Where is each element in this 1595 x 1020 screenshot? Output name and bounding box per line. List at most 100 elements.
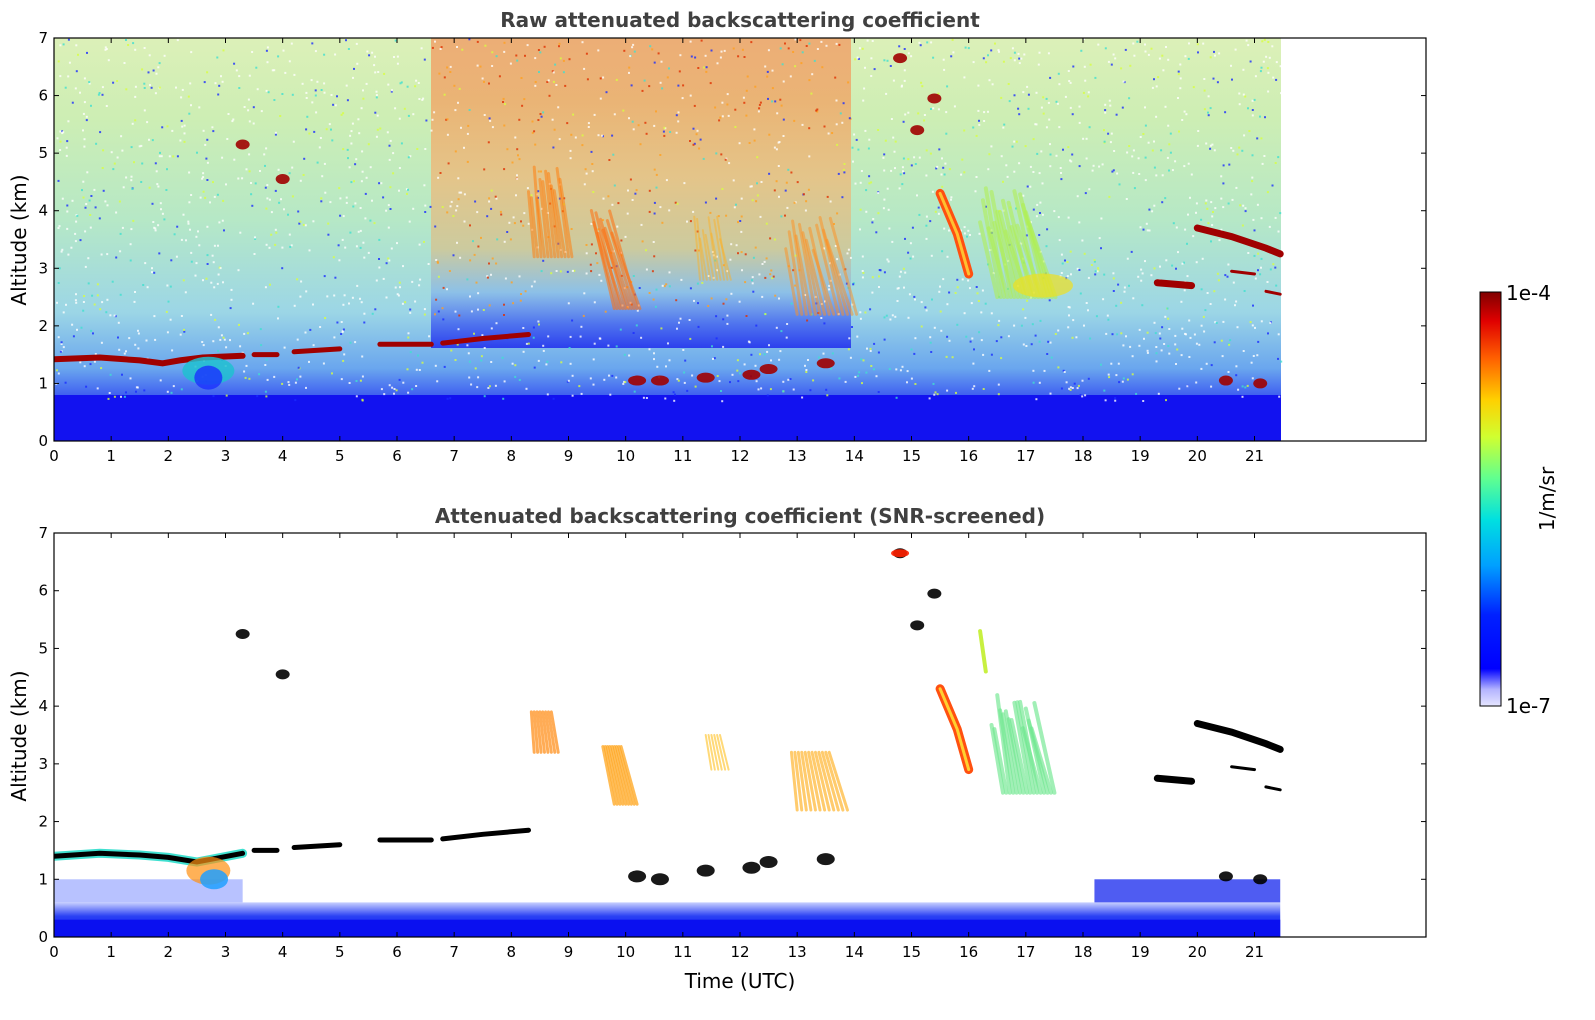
virga-streak: [710, 734, 720, 771]
virga-streak: [828, 216, 859, 316]
cloud-patch: [927, 93, 942, 104]
heatmap-image: [54, 38, 1284, 441]
virga-streak: [544, 169, 557, 259]
virga-streak: [804, 238, 827, 316]
cirrus-streak: [1000, 712, 1019, 795]
x-tick-label: 4: [278, 943, 288, 961]
cloud-base-fill: [194, 365, 223, 390]
virga-streak: [820, 750, 840, 812]
x-tick-label: 19: [1131, 943, 1150, 961]
low-cloud-band: [291, 346, 343, 355]
x-tick-label: 21: [1245, 447, 1264, 465]
cloud-patch: [910, 125, 925, 136]
x-tick-label: 6: [392, 447, 402, 465]
x-tick-label: 20: [1188, 447, 1207, 465]
x-tick-label: 18: [1073, 447, 1092, 465]
low-cloud-patch: [816, 853, 835, 866]
y-tick-label: 5: [38, 639, 48, 657]
colorbar-min-label: 1e-7: [1506, 694, 1551, 718]
cirrus-streak: [989, 722, 1005, 795]
x-tick-label: 17: [1016, 447, 1035, 465]
virga-streak: [546, 710, 557, 754]
virga-streak: [541, 180, 553, 259]
cirrus-streak: [980, 198, 1003, 300]
x-tick-label: 5: [335, 943, 345, 961]
virga-streak: [544, 710, 553, 754]
virga-streak: [538, 178, 550, 259]
virga-streak: [605, 745, 622, 806]
virga-streak: [803, 750, 817, 812]
x-tick-label: 14: [845, 943, 864, 961]
x-tick-label: 8: [507, 447, 517, 465]
cloud-patch: [893, 53, 908, 64]
x-tick-label: 7: [449, 447, 459, 465]
virga-streak: [718, 238, 732, 281]
virga-streak: [817, 750, 836, 812]
virga-streak: [718, 734, 730, 771]
boundary-layer: [1094, 879, 1281, 903]
virga-streak: [535, 710, 543, 754]
mid-cloud-band: [1193, 224, 1284, 258]
y-tick-label: 2: [38, 317, 48, 335]
cirrus-streak: [978, 629, 988, 674]
virga-streak: [807, 750, 822, 812]
cloud-patch: [235, 629, 250, 639]
x-tick-label: 2: [164, 943, 174, 961]
low-cloud-band: [440, 827, 531, 842]
virga-streak: [529, 710, 536, 754]
virga-streak: [526, 190, 536, 259]
virga-streak: [716, 215, 729, 281]
virga-streak: [610, 231, 642, 311]
virga-streak: [789, 750, 799, 812]
cloud-patch: [235, 139, 250, 150]
x-tick-label: 4: [278, 447, 288, 465]
virga-streak: [796, 750, 808, 812]
colorbar-gradient: [1479, 291, 1502, 707]
x-tick-label: 16: [959, 447, 978, 465]
virga-streak: [538, 710, 546, 754]
virga-streak: [815, 223, 840, 316]
snr-screened-panel: Attenuated backscattering coefficient (S…: [7, 504, 1427, 993]
virga-streak: [707, 734, 716, 771]
low-cloud-patch: [742, 861, 761, 874]
x-tick-label: 0: [49, 447, 59, 465]
low-cloud-patch: [650, 375, 669, 386]
y-tick-label: 1: [38, 374, 48, 392]
virga-streak: [787, 230, 804, 316]
x-tick-label: 14: [845, 447, 864, 465]
virga-streak: [811, 248, 836, 316]
x-tick-label: 3: [221, 943, 231, 961]
cloud-patch: [1253, 874, 1268, 885]
x-tick-label: 12: [730, 943, 749, 961]
raw-backscatter-panel: Raw attenuated backscattering coefficien…: [7, 8, 1427, 465]
x-axis-label: Time (UTC): [684, 969, 796, 993]
low-cloud-patch: [628, 870, 647, 883]
low-cloud-patch: [759, 855, 778, 868]
x-tick-label: 10: [616, 447, 635, 465]
virga-streak: [813, 750, 831, 812]
virga-streak: [710, 232, 722, 281]
x-tick-label: 12: [730, 447, 749, 465]
virga-streak: [693, 215, 701, 281]
y-tick-label: 6: [38, 582, 48, 600]
y-tick-label: 1: [38, 870, 48, 888]
cloud-patch: [1253, 378, 1268, 389]
chart-title: Raw attenuated backscattering coefficien…: [500, 8, 980, 32]
cirrus-streak: [992, 727, 1009, 795]
virga-streak: [716, 734, 727, 771]
virga-streak: [810, 750, 827, 812]
y-tick-label: 3: [38, 755, 48, 773]
cloud-patch: [1218, 871, 1233, 882]
virga-streak: [532, 710, 540, 754]
low-cloud-patch: [696, 864, 715, 877]
virga-streak: [794, 234, 813, 316]
virga-streak: [713, 734, 723, 771]
x-tick-label: 11: [673, 943, 692, 961]
x-tick-label: 1: [106, 447, 116, 465]
mid-cloud-band: [1230, 765, 1256, 772]
y-tick-label: 5: [38, 144, 48, 162]
virga-streak: [704, 734, 713, 771]
virga-streak: [555, 166, 570, 259]
y-tick-label: 3: [38, 259, 48, 277]
virga-streak: [608, 745, 625, 806]
